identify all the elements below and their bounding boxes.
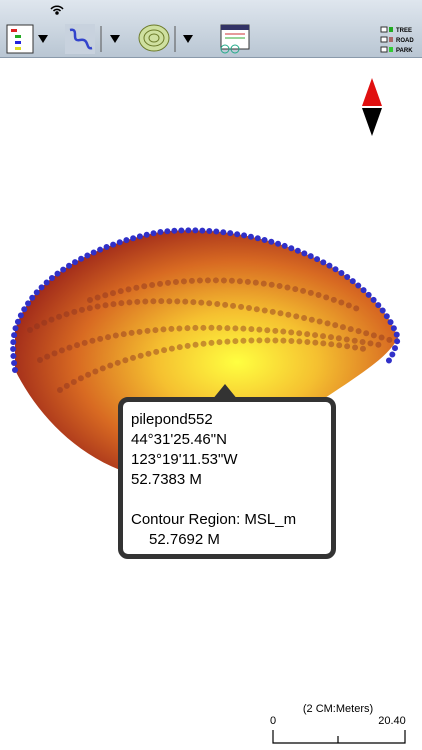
elevation: 52.7383 M <box>131 471 202 488</box>
toolbar-icons: TREE ROAD PARK <box>6 5 414 54</box>
dropdown[interactable] <box>183 35 193 43</box>
layers-button[interactable] <box>6 24 34 54</box>
legend-box[interactable] <box>380 46 388 53</box>
latitude: 44°31'25.46"N <box>131 431 227 448</box>
longitude: 123°19'11.53"W <box>131 451 238 468</box>
legend-box[interactable] <box>380 26 388 33</box>
scale-start: 0 <box>270 715 276 727</box>
legend-swatch <box>389 47 393 52</box>
wifi <box>50 5 64 15</box>
compass-north <box>362 78 382 106</box>
scale-label: (2 CM:Meters) <box>303 703 373 715</box>
survey-points <box>10 227 402 373</box>
legend-label: ROAD <box>396 38 414 44</box>
contour-button[interactable] <box>138 24 170 52</box>
legend-box[interactable] <box>380 36 388 43</box>
legend-swatch <box>389 37 393 42</box>
compass-south <box>362 108 382 136</box>
region-label: Contour Region: MSL_m <box>131 511 297 528</box>
point-name: pilepond552 <box>131 411 213 428</box>
scale-end: 20.40 <box>378 715 406 727</box>
info-popup[interactable]: pilepond552 44°31'25.46"N 123°19'11.53"W… <box>118 397 336 559</box>
region-value: 52.7692 M <box>149 531 220 548</box>
legend: TREE ROAD PARK <box>380 26 414 54</box>
toolbar: TREE ROAD PARK <box>0 0 422 58</box>
dropdown[interactable] <box>110 35 120 43</box>
scale-bar: (2 CM:Meters) 0 20.40 <box>270 703 406 744</box>
survey-tracks <box>27 277 393 393</box>
popup-pointer <box>212 384 238 400</box>
report-button[interactable] <box>220 24 250 54</box>
legend-label: PARK <box>396 48 413 54</box>
dropdown[interactable] <box>38 35 48 43</box>
track-icon <box>69 28 93 50</box>
legend-label: TREE <box>396 28 412 34</box>
legend-swatch <box>389 27 393 32</box>
scale-line <box>272 730 406 744</box>
